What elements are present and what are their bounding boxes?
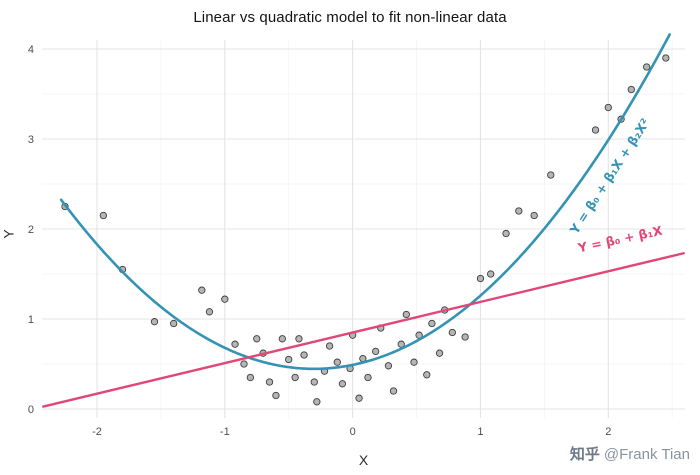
data-point (428, 319, 436, 328)
x-tick-label: 1 (477, 426, 483, 438)
quadratic-equation-label: Y = β₀ + β₁X + β₂X² (566, 116, 652, 238)
y-tick-label: 0 (28, 404, 34, 416)
linear-fit-line (42, 252, 685, 408)
data-point (198, 286, 206, 294)
data-point (170, 319, 178, 328)
data-point (253, 335, 261, 343)
data-point (476, 274, 485, 283)
data-point (310, 378, 318, 386)
data-point (662, 54, 670, 62)
chart-title: Linear vs quadratic model to fit non-lin… (193, 9, 507, 26)
quadratic-curve (59, 33, 671, 371)
data-point (291, 373, 299, 382)
data-point (627, 85, 635, 94)
data-point (487, 270, 495, 278)
y-axis-label: Y (0, 229, 17, 239)
data-point (338, 380, 347, 388)
data-point (643, 63, 651, 71)
x-tick-label: 0 (350, 426, 356, 438)
y-tick-label: 2 (28, 224, 34, 236)
data-point (355, 394, 363, 402)
data-point (371, 347, 380, 356)
data-point (325, 342, 334, 350)
watermark: 知乎 @Frank Tian (570, 443, 690, 464)
data-point (221, 295, 229, 303)
data-point (402, 310, 410, 319)
data-point (205, 308, 214, 316)
data-point (295, 335, 303, 343)
data-point (285, 355, 293, 364)
data-point (313, 398, 321, 406)
data-point (423, 371, 431, 379)
data-point (435, 349, 444, 357)
data-point (265, 378, 274, 386)
y-tick-label: 1 (28, 314, 34, 326)
data-point (604, 103, 612, 112)
data-point (502, 229, 510, 238)
data-point (591, 126, 600, 134)
data-point (461, 333, 469, 341)
data-point (99, 211, 108, 220)
data-point (272, 391, 280, 400)
data-point (530, 211, 538, 220)
linear-equation-label: Y = β₀ + β₁X (576, 223, 664, 256)
y-tick-label: 4 (28, 44, 34, 56)
data-point (246, 373, 255, 382)
x-tick-label: 2 (605, 426, 611, 438)
x-tick-label: -1 (220, 426, 230, 438)
data-point (240, 360, 248, 368)
data-point (278, 335, 286, 343)
watermark-logo: 知乎 (569, 446, 600, 463)
data-point (364, 373, 372, 382)
x-axis-label: X (358, 452, 369, 468)
data-point (384, 362, 393, 370)
x-tick-label: -2 (92, 426, 102, 438)
data-point (150, 318, 159, 326)
data-point (410, 358, 418, 366)
data-point (448, 328, 456, 337)
data-point (547, 171, 555, 179)
watermark-handle: @Frank Tian (603, 446, 690, 463)
data-point (300, 351, 308, 359)
data-point (333, 358, 341, 366)
data-point (515, 207, 523, 215)
data-point (389, 387, 398, 395)
y-tick-label: 3 (28, 134, 34, 146)
data-point (231, 340, 239, 348)
